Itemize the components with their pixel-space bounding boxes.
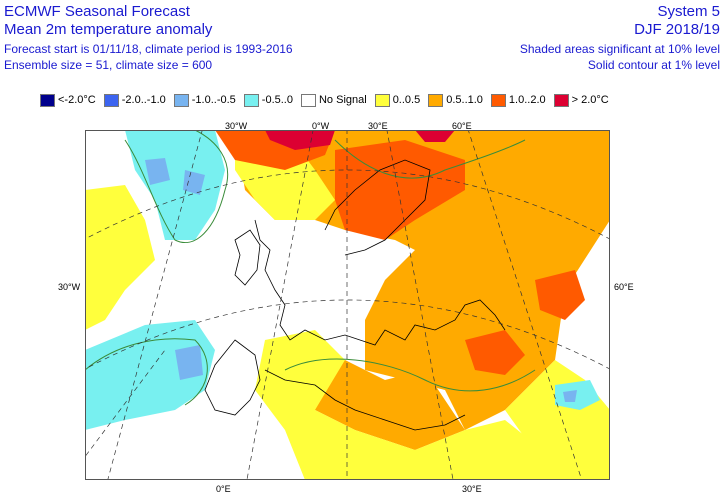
legend-swatch xyxy=(428,93,444,107)
anomaly-region-lightblue-southwest xyxy=(175,345,203,380)
ensemble-info: Ensemble size = 51, climate size = 600 xyxy=(4,58,213,72)
season-label: DJF 2018/19 xyxy=(634,21,720,38)
legend-label: -2.0..-1.0 xyxy=(121,94,166,106)
legend-swatch xyxy=(300,93,316,107)
contour-note: Solid contour at 1% level xyxy=(587,58,720,72)
coastline-britain xyxy=(234,229,261,286)
anomaly-region-cyan-southwest xyxy=(85,320,215,430)
legend-label: 0..0.5 xyxy=(392,94,421,106)
anomaly-region-crimson xyxy=(265,130,335,150)
anomaly-region-red-russia xyxy=(465,330,525,375)
coastline-mediterranean xyxy=(264,369,466,431)
legend-item: <-2.0°C xyxy=(40,93,96,107)
anomaly-region-lightblue-atlantic-2 xyxy=(183,170,205,195)
significance-note: Shaded areas significant at 10% level xyxy=(519,42,720,56)
lon-label-top-30w: 30°W xyxy=(225,121,248,131)
significance-contour-4 xyxy=(85,338,208,406)
legend-item: -1.0..-0.5 xyxy=(173,93,236,107)
lon-label-top-0w: 0°W xyxy=(312,121,330,131)
lon-label-bottom-0e: 0°E xyxy=(216,484,231,494)
anomaly-region-crimson-east xyxy=(415,130,455,142)
legend-item: No Signal xyxy=(300,93,367,107)
forecast-info: Forecast start is 01/11/18, climate peri… xyxy=(4,42,293,56)
coastline-scandinavia xyxy=(324,159,431,256)
lat-label-left-30w: 30°W xyxy=(58,282,81,292)
legend-item: 1.0..2.0 xyxy=(490,93,546,107)
map-panel xyxy=(85,130,610,480)
anomaly-region-cyan-east xyxy=(555,380,600,410)
legend-label: -1.0..-0.5 xyxy=(191,94,236,106)
legend-label: > 2.0°C xyxy=(571,94,609,106)
chart-title: ECMWF Seasonal Forecast xyxy=(4,3,190,20)
legend-swatch xyxy=(490,93,506,107)
anomaly-map xyxy=(85,130,610,480)
coastline-iberia xyxy=(204,339,261,416)
anomaly-region-yellow-south xyxy=(255,330,555,480)
anomaly-region-lightblue-atlantic xyxy=(145,158,170,185)
legend-label: 1.0..2.0 xyxy=(508,94,546,106)
legend-item: 0..0.5 xyxy=(374,93,421,107)
legend-swatch xyxy=(243,93,259,107)
anomaly-region-red-east xyxy=(535,270,585,320)
legend: <-2.0°C -2.0..-1.0 -1.0..-0.5 -0.5..0 No Sig… xyxy=(40,92,617,108)
legend-label: <-2.0°C xyxy=(58,94,96,106)
significance-contour-3 xyxy=(284,358,536,392)
legend-item: -2.0..-1.0 xyxy=(103,93,166,107)
anomaly-region-lightblue-east xyxy=(563,390,577,402)
significance-contour xyxy=(124,130,229,243)
lon-label-top-30e: 30°E xyxy=(368,121,388,131)
legend-swatch xyxy=(374,93,390,107)
lat-label-right-60e: 60°E xyxy=(614,282,634,292)
graticule xyxy=(85,130,610,480)
chart-subtitle: Mean 2m temperature anomaly xyxy=(4,21,213,38)
legend-label: No Signal xyxy=(318,94,367,106)
legend-label: -0.5..0 xyxy=(261,94,293,106)
legend-label: 0.5..1.0 xyxy=(446,94,483,106)
legend-swatch xyxy=(173,93,189,107)
legend-swatch xyxy=(40,93,55,107)
lon-label-top-60e: 60°E xyxy=(452,121,472,131)
legend-swatch xyxy=(553,93,569,107)
legend-item: > 2.0°C xyxy=(553,93,609,107)
lon-label-bottom-30e: 30°E xyxy=(462,484,482,494)
anomaly-region-yellow-west xyxy=(85,185,155,330)
legend-swatch xyxy=(103,93,119,107)
significance-contour-2 xyxy=(334,139,526,179)
anomaly-region-cyan-atlantic xyxy=(125,130,225,240)
legend-item: -0.5..0 xyxy=(243,93,293,107)
coastline xyxy=(254,219,506,346)
legend-item: 0.5..1.0 xyxy=(428,93,483,107)
map-border xyxy=(85,130,610,480)
system-label: System 5 xyxy=(657,3,720,20)
